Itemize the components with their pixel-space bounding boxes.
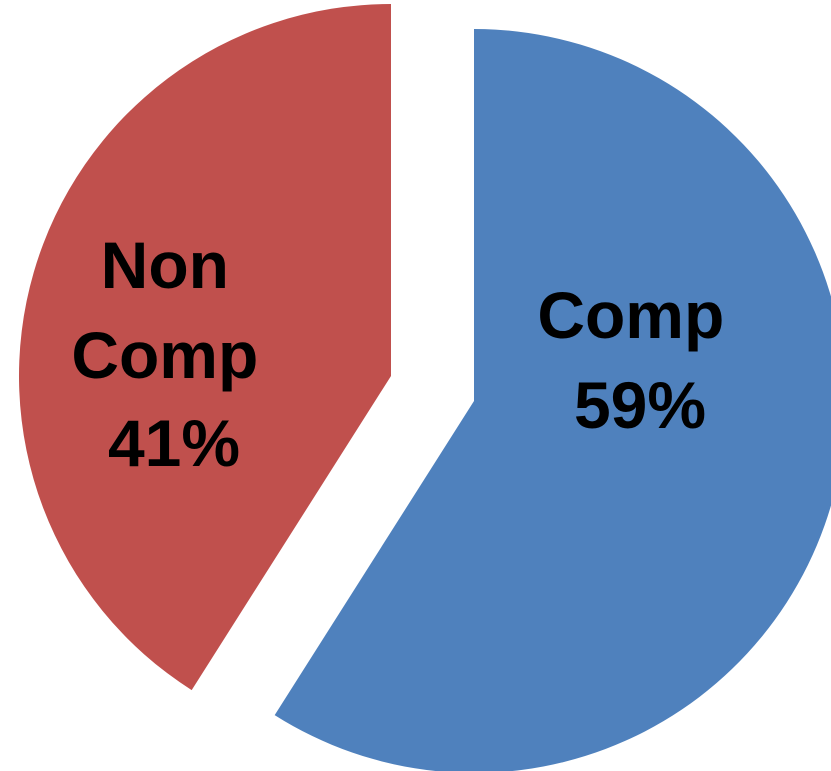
pie-slice-comp xyxy=(274,29,831,771)
slice-label-comp-line-1: Comp xyxy=(537,278,724,352)
slice-label-non-comp-line-1: Non xyxy=(101,228,229,302)
slice-label-non-comp-line-2: Comp xyxy=(71,318,258,392)
pie-slice-non-comp xyxy=(18,4,392,691)
slice-label-non-comp-value: 41% xyxy=(108,406,240,480)
slice-label-non-comp: Non Comp 41% xyxy=(71,228,276,480)
slice-label-comp-value: 59% xyxy=(574,368,706,442)
slice-label-comp: Comp 59% xyxy=(537,278,742,442)
